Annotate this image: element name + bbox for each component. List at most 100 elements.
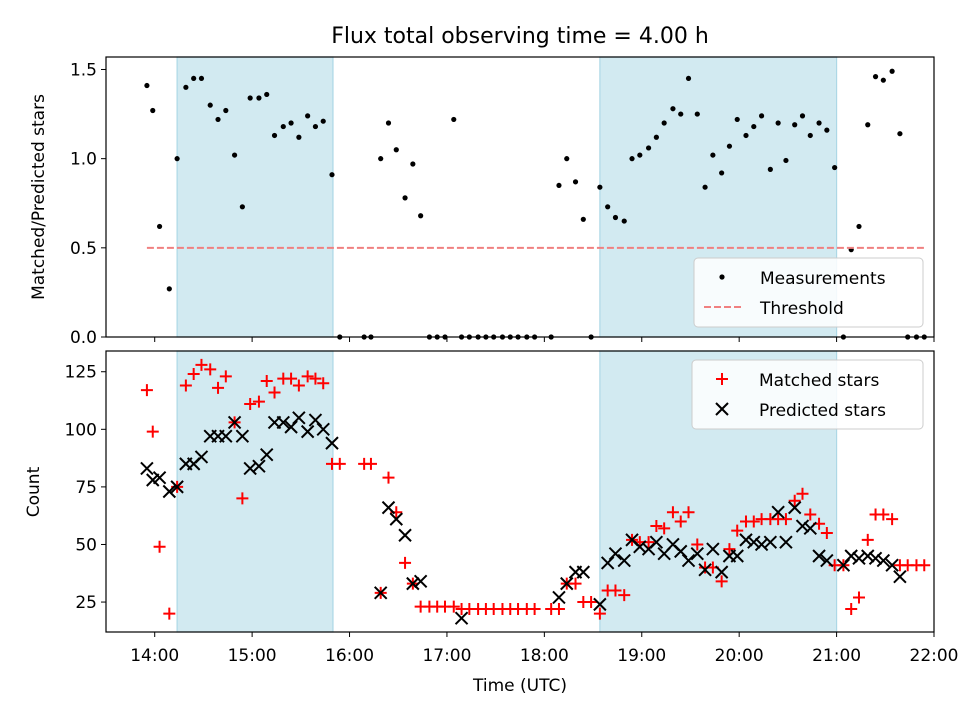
predicted-point (885, 558, 899, 572)
measurement-point (385, 120, 392, 126)
measurement-point (264, 91, 270, 98)
predicted-point (787, 500, 802, 515)
measurement-point (305, 113, 311, 119)
matched-point (569, 577, 582, 590)
legend-matched-label: Matched stars (759, 371, 879, 391)
measurement-point (329, 172, 335, 178)
matched-point (918, 559, 931, 572)
predicted-point (373, 586, 388, 600)
x-axis-label: Time (UTC) (472, 676, 567, 696)
matched-point (528, 602, 541, 615)
y-tick-label: 75 (75, 478, 97, 498)
matched-point (845, 602, 858, 615)
measurement-point (775, 120, 781, 126)
matched-point (788, 494, 801, 507)
matched-point (585, 596, 598, 609)
legend-measurement-marker (719, 274, 725, 280)
predicted-point (714, 565, 729, 579)
measurement-point (751, 123, 757, 130)
predicted-point (852, 551, 866, 566)
measurement-point (767, 166, 773, 172)
predicted-point (398, 528, 412, 542)
measurement-point (758, 113, 765, 119)
measurement-point (799, 113, 806, 119)
matched-point (447, 600, 460, 613)
x-tick-label: 20:00 (715, 646, 764, 666)
measurement-point (816, 120, 822, 126)
measurement-point (191, 75, 197, 82)
matched-point (292, 379, 305, 392)
matched-point (715, 575, 728, 588)
predicted-point (861, 549, 875, 563)
x-tick-label: 16:00 (325, 646, 374, 666)
matched-point (244, 397, 257, 410)
measurement-point (256, 95, 262, 101)
predicted-point (260, 447, 274, 462)
predicted-point (308, 413, 323, 427)
measurement-point (378, 156, 384, 162)
y-tick-label: 0.0 (70, 328, 97, 348)
matched-point (609, 584, 622, 597)
measurement-point (215, 116, 221, 123)
measurement-point (402, 195, 408, 201)
legend-predicted-label: Predicted stars (759, 401, 886, 421)
bottom-legend: Matched stars Predicted stars (691, 359, 924, 430)
measurement-point (597, 184, 603, 190)
predicted-point (698, 563, 712, 577)
top-panel: 0.0 0.5 1.0 1.5 Matched/Predicted stars Mea… (29, 56, 935, 348)
x-tick-label: 15:00 (228, 646, 277, 666)
matched-point (219, 370, 232, 383)
measurement-point (702, 184, 708, 190)
legend-measurements-label: Measurements (760, 269, 886, 289)
matched-point (691, 538, 704, 551)
predicted-point (779, 535, 793, 549)
measurement-point (451, 116, 457, 123)
predicted-point (747, 535, 761, 549)
predicted-point (633, 540, 647, 554)
measurement-point (312, 123, 319, 130)
x-tick-label: 14:00 (130, 646, 179, 666)
legend-threshold-label: Threshold (759, 299, 844, 319)
predicted-point (389, 512, 403, 526)
matched-point (317, 377, 330, 390)
measurement-point (174, 156, 180, 162)
matched-point (552, 602, 565, 615)
matched-point (285, 372, 298, 385)
x-tick-label: 17:00 (422, 646, 471, 666)
predicted-point (868, 551, 883, 566)
measurement-point (889, 68, 895, 74)
top-legend: Measurements Threshold (693, 257, 924, 328)
y-tick-label: 50 (75, 535, 97, 555)
predicted-point (763, 535, 778, 549)
top-y-axis-label: Matched/Predicted stars (29, 94, 49, 300)
matched-point (309, 372, 322, 385)
predicted-point (276, 415, 290, 430)
bottom-panel: 25 50 75 100 125 14:00 15:00 16:00 17:00 18:00 19:… (24, 350, 959, 696)
x-tick-label: 21:00 (812, 646, 861, 666)
matched-point (796, 487, 809, 500)
predicted-point (803, 521, 817, 536)
predicted-point (893, 570, 907, 584)
matched-point (268, 386, 281, 399)
measurement-point (653, 134, 659, 140)
measurement-point (223, 107, 229, 114)
predicted-point (593, 597, 607, 612)
measurement-point (156, 223, 163, 230)
measurement-point (605, 204, 611, 210)
y-tick-label: 1.0 (70, 150, 97, 170)
matched-point (399, 556, 412, 569)
measurement-point (410, 161, 416, 167)
measurement-point (572, 179, 579, 185)
measurement-point (271, 132, 278, 139)
measurement-point (897, 131, 903, 137)
y-tick-label: 0.5 (70, 239, 97, 259)
matched-point (333, 457, 346, 470)
matched-point (195, 358, 208, 371)
bottom-y-axis-label: Count (24, 466, 44, 517)
measurement-point (719, 170, 725, 176)
matched-point (212, 381, 225, 394)
predicted-point (170, 480, 184, 494)
measurement-point (280, 123, 286, 130)
measurement-point (832, 164, 838, 171)
